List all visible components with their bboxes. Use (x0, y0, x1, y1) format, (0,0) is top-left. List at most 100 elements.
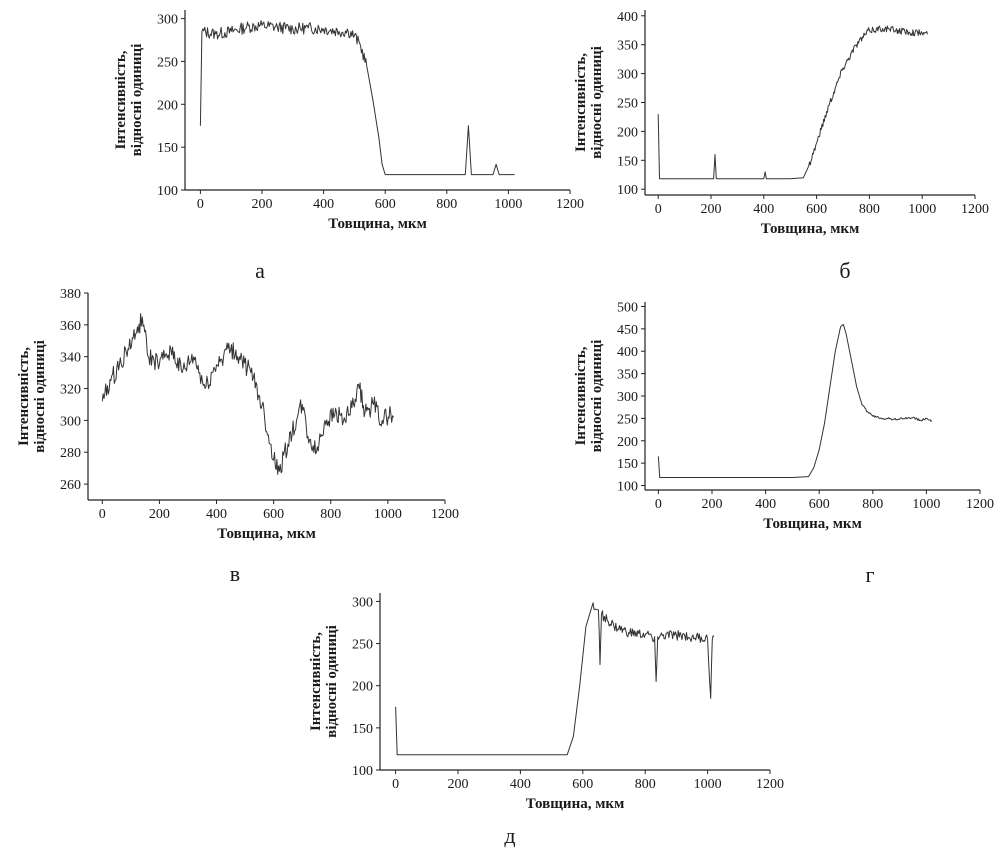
y-tick-label: 150 (157, 141, 178, 156)
y-tick-label: 300 (60, 414, 81, 429)
chart-c: 0 200 400 600 800 1000 1200 260 280 300 320 340 360 3… (16, 287, 459, 542)
x-tick-label: 0 (392, 777, 399, 792)
x-tick-label: 600 (806, 202, 827, 217)
x-tick-label: 400 (313, 197, 334, 212)
y-tick-label: 100 (617, 183, 638, 198)
x-tick-label: 1000 (494, 197, 522, 212)
x-tick-label: 400 (510, 777, 531, 792)
y-tick-label: 380 (60, 287, 81, 302)
y-tick-label: 320 (60, 383, 81, 398)
y-tick-label: 250 (157, 55, 178, 70)
panel-label-e: д (504, 823, 516, 848)
x-tick-label: 600 (572, 777, 593, 792)
x-tick-label: 200 (448, 777, 469, 792)
y-tick-label: 250 (617, 97, 638, 112)
y-axis-label-line: Інтенсивність, (308, 632, 324, 731)
x-tick-label: 400 (753, 202, 774, 217)
x-tick-label: 1000 (374, 507, 402, 522)
chart-panel-b: 0 200 400 600 800 1000 1200 100 150 200 250 300 350 4… (560, 0, 1000, 283)
y-tick-label: 340 (60, 351, 81, 366)
y-tick-label: 300 (617, 68, 638, 83)
chart-panel-e: 0 200 400 600 800 1000 1200 100 150 200 250 300 Товщ… (295, 585, 795, 855)
y-axis-label-line: Інтенсивність, (573, 346, 589, 445)
chart-e: 0 200 400 600 800 1000 1200 100 150 200 250 300 Товщ… (308, 593, 784, 812)
y-axis-label-line: відносні одиниці (589, 340, 605, 453)
x-tick-label: 1000 (912, 497, 940, 512)
x-tick-label: 0 (197, 197, 204, 212)
y-axis-label-line: Інтенсивність, (113, 50, 129, 149)
x-axis-label: Товщина, мкм (328, 216, 427, 232)
x-tick-label: 1200 (556, 197, 584, 212)
y-axis-label: Інтенсивність, відносні одиниці (16, 340, 48, 453)
y-axis-label-line: відносні одиниці (589, 46, 605, 159)
chart-panel-a: 0 200 400 600 800 1000 1200 100 150 200 250 300 Товщ… (100, 0, 584, 283)
chart-panel-c: 0 200 400 600 800 1000 1200 260 280 300 320 340 360 3… (0, 285, 460, 586)
panel-label-d: г (865, 562, 875, 587)
series-line (395, 602, 715, 756)
panel-label-c: в (229, 561, 241, 586)
x-tick-label: 400 (206, 507, 227, 522)
y-tick-label: 400 (617, 10, 638, 25)
y-tick-label: 200 (157, 98, 178, 113)
chart-b: 0 200 400 600 800 1000 1200 100 150 200 250 300 350 4… (573, 10, 989, 237)
series-line (101, 313, 395, 475)
x-tick-label: 600 (375, 197, 396, 212)
x-tick-label: 1200 (966, 497, 994, 512)
y-tick-label: 300 (157, 13, 178, 28)
y-tick-label: 150 (617, 154, 638, 169)
x-tick-label: 800 (862, 497, 883, 512)
x-axis-label: Товщина, мкм (763, 516, 862, 532)
x-tick-label: 1200 (756, 777, 784, 792)
y-tick-label: 150 (617, 457, 638, 472)
series-line (657, 323, 933, 478)
x-tick-label: 200 (702, 497, 723, 512)
x-tick-label: 200 (701, 202, 722, 217)
x-tick-label: 200 (252, 197, 273, 212)
y-tick-label: 200 (617, 125, 638, 140)
x-tick-label: 0 (655, 497, 662, 512)
chart-panel-d: 0 200 400 600 800 1000 1200 100 150 200 250 300 350 4… (560, 290, 1005, 587)
y-tick-label: 350 (617, 368, 638, 383)
y-tick-label: 400 (617, 345, 638, 360)
y-tick-label: 350 (617, 39, 638, 54)
y-axis-label-line: відносні одиниці (324, 625, 340, 738)
x-axis-label: Товщина, мкм (526, 796, 625, 812)
y-axis-label: Інтенсивність, відносні одиниці (573, 340, 605, 453)
y-tick-label: 450 (617, 323, 638, 338)
y-axis-label: Інтенсивність, відносні одиниці (113, 44, 145, 157)
y-tick-label: 150 (352, 722, 373, 737)
x-tick-label: 800 (436, 197, 457, 212)
y-tick-label: 100 (352, 764, 373, 779)
panel-label-a: а (255, 258, 265, 283)
y-tick-label: 200 (617, 435, 638, 450)
y-tick-label: 250 (617, 412, 638, 427)
y-axis-label-line: Інтенсивність, (16, 347, 32, 446)
y-axis-label-line: відносні одиниці (129, 44, 145, 157)
x-tick-label: 200 (149, 507, 170, 522)
x-tick-label: 800 (320, 507, 341, 522)
y-tick-label: 260 (60, 478, 81, 493)
y-tick-label: 250 (352, 638, 373, 653)
x-tick-label: 0 (655, 202, 662, 217)
y-axis-label: Інтенсивність, відносні одиниці (308, 625, 340, 738)
series-line (199, 20, 515, 176)
y-tick-label: 280 (60, 446, 81, 461)
chart-d: 0 200 400 600 800 1000 1200 100 150 200 250 300 350 4… (573, 300, 994, 532)
y-tick-label: 100 (157, 184, 178, 199)
x-tick-label: 1000 (694, 777, 722, 792)
x-tick-label: 800 (635, 777, 656, 792)
x-tick-label: 0 (99, 507, 106, 522)
series-line (657, 25, 928, 180)
x-axis-label: Товщина, мкм (761, 221, 860, 237)
y-tick-label: 300 (352, 595, 373, 610)
x-tick-label: 600 (263, 507, 284, 522)
y-tick-label: 500 (617, 300, 638, 315)
x-axis-label: Товщина, мкм (217, 526, 316, 542)
x-tick-label: 600 (809, 497, 830, 512)
x-tick-label: 1200 (431, 507, 459, 522)
x-tick-label: 1000 (908, 202, 936, 217)
x-tick-label: 800 (859, 202, 880, 217)
y-axis-label: Інтенсивність, відносні одиниці (573, 46, 605, 159)
panel-label-b: б (839, 258, 851, 283)
y-tick-label: 300 (617, 390, 638, 405)
